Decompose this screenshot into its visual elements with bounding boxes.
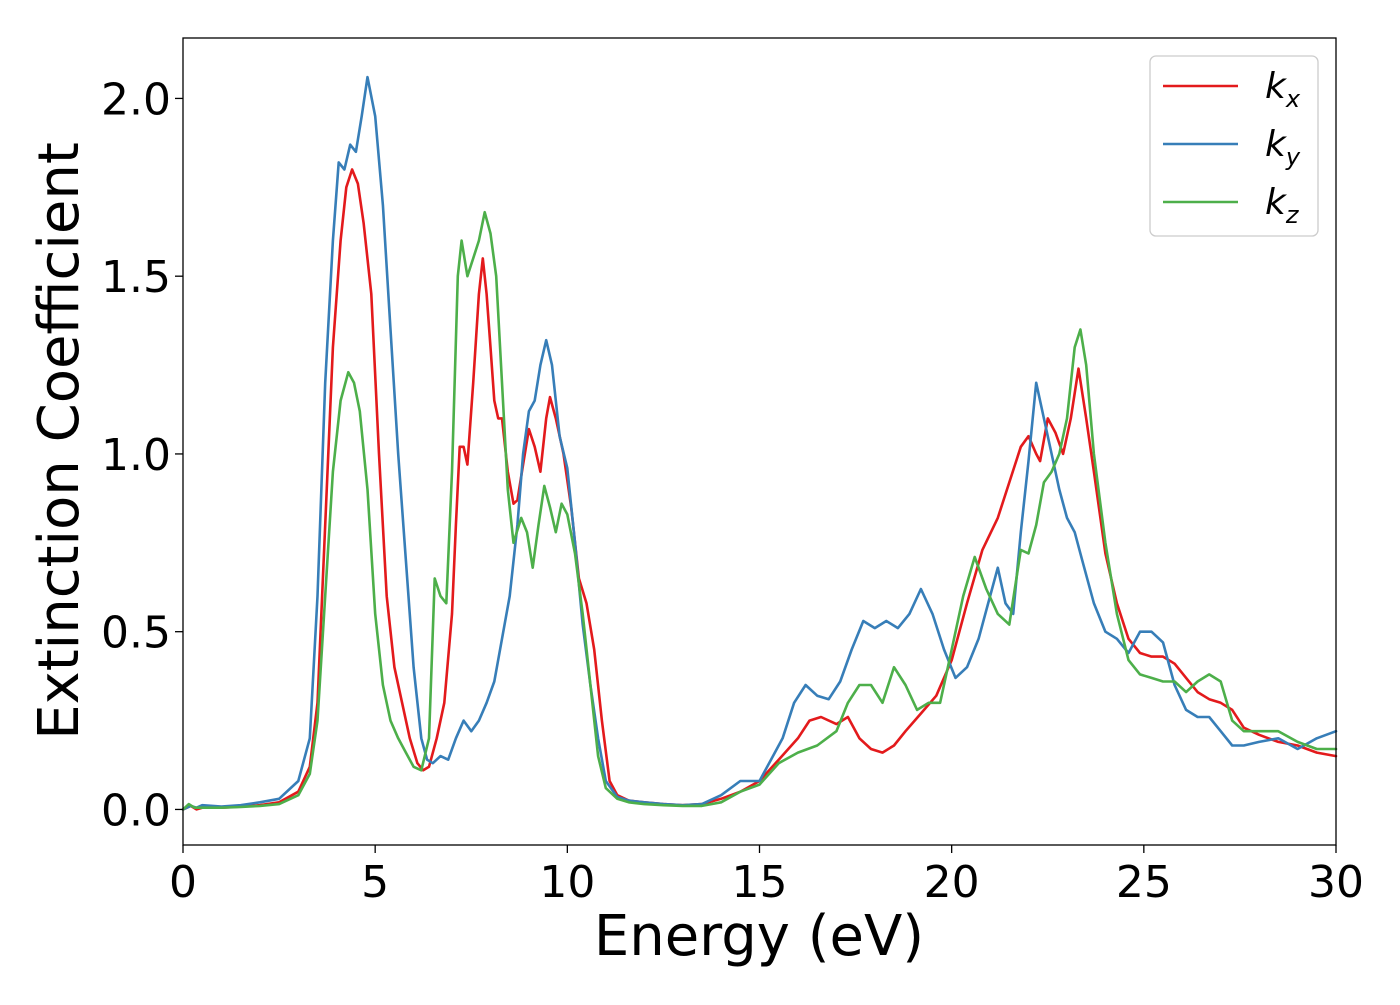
legend-entries: kx ky kz (1163, 66, 1301, 229)
x-tick-label: 25 (1116, 857, 1172, 908)
x-tick-label: 30 (1308, 857, 1364, 908)
legend-entry-k-z: kz (1163, 182, 1300, 229)
series-line-k-z (181, 210, 1338, 811)
legend-entry-k-x: kx (1163, 66, 1301, 113)
x-tick-label: 5 (361, 857, 389, 908)
legend-label: ky (1265, 124, 1301, 171)
y-tick-label: 1.0 (101, 430, 171, 481)
y-axis-title: Extinction Coefficient (27, 142, 92, 740)
x-axis-title: Energy (eV) (594, 904, 924, 969)
series-line-k-x (181, 168, 1338, 811)
series-layer (181, 75, 1338, 811)
x-tick-label: 10 (539, 857, 595, 908)
legend: kx ky kz (1149, 55, 1319, 237)
y-tick-label: 0.5 (101, 608, 171, 659)
x-tick-label: 0 (169, 857, 197, 908)
y-tick-label: 2.0 (101, 74, 171, 125)
y-tick-label: 1.5 (101, 252, 171, 303)
legend-label: kz (1265, 182, 1300, 229)
legend-label: kx (1265, 66, 1301, 113)
legend-box (1149, 55, 1319, 237)
x-tick-label: 20 (924, 857, 980, 908)
y-tick-label: 0.0 (101, 785, 171, 836)
legend-entry-k-y: ky (1163, 124, 1301, 171)
ticks-layer: 0 5 10 15 20 25 30 0.0 0.5 1.0 1.5 2.0 (101, 74, 1364, 908)
x-tick-label: 15 (732, 857, 788, 908)
